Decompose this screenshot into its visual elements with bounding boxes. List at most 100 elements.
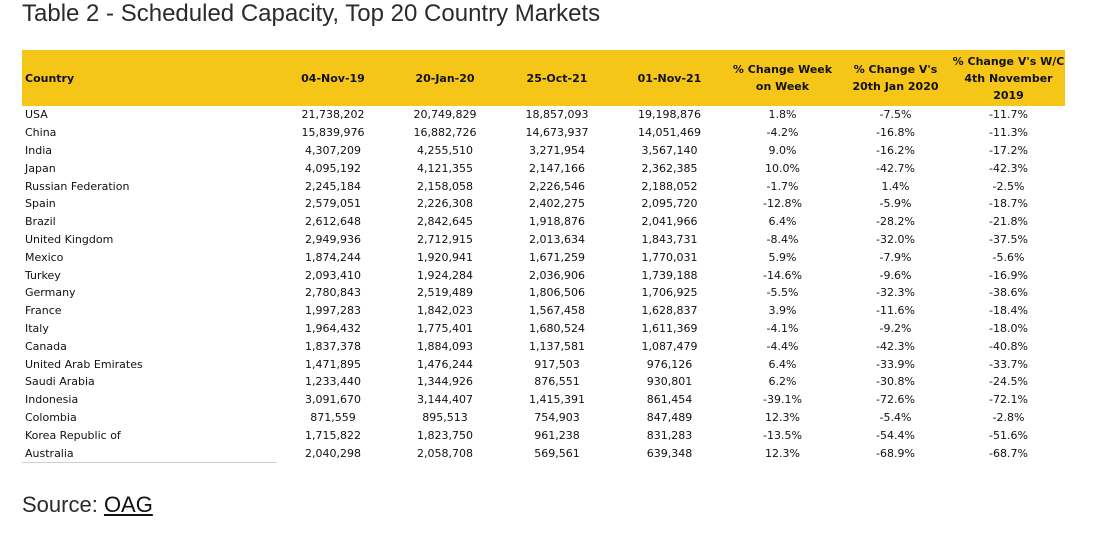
table-row: USA 21,738,202 20,749,829 18,857,093 19,198,… <box>22 106 1065 124</box>
cell-pct-week: 12.3% <box>765 410 800 424</box>
cell-04-nov-19: 2,245,184 <box>305 179 361 193</box>
cell-country: Colombia <box>25 410 77 424</box>
source-note: Source: OAG <box>22 492 153 518</box>
cell-01-nov-21: 2,095,720 <box>641 197 698 211</box>
cell-pct-jan-2020: -7.9% <box>879 250 912 264</box>
cell-pct-week: 6.2% <box>768 375 797 389</box>
cell-01-nov-21: 976,126 <box>646 357 693 371</box>
cell-pct-week: 1.8% <box>768 108 797 122</box>
col-header-20-jan-20: 20-Jan-20 <box>415 71 475 85</box>
cell-pct-week: -12.8% <box>763 197 802 211</box>
table-row: Saudi Arabia 1,233,440 1,344,926 876,551 930… <box>22 373 1065 391</box>
cell-pct-nov-2019: -40.8% <box>989 339 1028 353</box>
cell-25-oct-21: 2,147,166 <box>529 161 585 175</box>
cell-25-oct-21: 569,561 <box>534 446 580 460</box>
cell-20-jan-20: 2,158,058 <box>417 179 473 193</box>
col-header-04-nov-19: 04-Nov-19 <box>301 71 365 85</box>
cell-country: France <box>25 304 62 318</box>
source-label: Source: <box>22 492 104 517</box>
cell-01-nov-21: 2,041,966 <box>641 215 698 229</box>
cell-25-oct-21: 1,671,259 <box>529 250 585 264</box>
table-row: Brazil 2,612,648 2,842,645 1,918,876 2,041,9… <box>22 213 1065 231</box>
col-header-01-nov-21: 01-Nov-21 <box>637 71 702 85</box>
cell-04-nov-19: 1,997,283 <box>305 304 361 318</box>
cell-country: Indonesia <box>25 393 79 407</box>
table-row: France 1,997,283 1,842,023 1,567,458 1,628,8… <box>22 302 1065 320</box>
cell-pct-week: 9.0% <box>768 143 797 157</box>
cell-pct-jan-2020: -5.4% <box>879 410 912 424</box>
cell-pct-jan-2020: -16.8% <box>876 126 915 140</box>
cell-25-oct-21: 2,226,546 <box>529 179 585 193</box>
table-row: Canada 1,837,378 1,884,093 1,137,581 1,087,4… <box>22 337 1065 355</box>
table-row: Colombia 871,559 895,513 754,903 847,489 12.3… <box>22 409 1065 427</box>
cell-25-oct-21: 2,036,906 <box>529 268 585 282</box>
cell-04-nov-19: 1,837,378 <box>305 339 361 353</box>
cell-04-nov-19: 2,040,298 <box>305 446 361 460</box>
cell-country: United Arab Emirates <box>25 357 143 371</box>
table-row: Italy 1,964,432 1,775,401 1,680,524 1,611,36… <box>22 320 1065 338</box>
cell-pct-jan-2020: -54.4% <box>876 428 915 442</box>
cell-pct-jan-2020: -16.2% <box>876 143 915 157</box>
table-row: India 4,307,209 4,255,510 3,271,954 3,567,14… <box>22 142 1065 160</box>
table-row: Korea Republic of 1,715,822 1,823,750 961,2… <box>22 426 1065 444</box>
cell-01-nov-21: 1,770,031 <box>641 250 698 264</box>
cell-01-nov-21: 19,198,876 <box>638 108 701 122</box>
cell-04-nov-19: 2,612,648 <box>305 215 361 229</box>
cell-25-oct-21: 876,551 <box>534 375 580 389</box>
source-link[interactable]: OAG <box>103 492 153 517</box>
cell-pct-jan-2020: -5.9% <box>879 197 912 211</box>
cell-20-jan-20: 1,842,023 <box>417 304 473 318</box>
cell-pct-jan-2020: -42.3% <box>876 339 915 353</box>
cell-country: Brazil <box>25 215 56 229</box>
cell-25-oct-21: 1,567,458 <box>529 304 585 318</box>
table-row: Turkey 2,093,410 1,924,284 2,036,906 1,739,1… <box>22 266 1065 284</box>
cell-04-nov-19: 15,839,976 <box>301 126 365 140</box>
cell-country: Russian Federation <box>25 179 130 193</box>
cell-04-nov-19: 3,091,670 <box>305 393 361 407</box>
cell-pct-week: 6.4% <box>768 215 797 229</box>
cell-pct-jan-2020: -7.5% <box>879 108 912 122</box>
cell-20-jan-20: 4,121,355 <box>417 161 473 175</box>
cell-pct-jan-2020: 1.4% <box>881 179 910 193</box>
cell-04-nov-19: 1,874,244 <box>305 250 361 264</box>
page-title: Table 2 - Scheduled Capacity, Top 20 Cou… <box>22 0 601 27</box>
cell-25-oct-21: 2,013,634 <box>529 232 585 246</box>
cell-country: China <box>25 126 57 140</box>
cell-01-nov-21: 1,628,837 <box>641 304 698 318</box>
cell-country: Korea Republic of <box>25 428 121 442</box>
cell-pct-nov-2019: -5.6% <box>992 250 1025 264</box>
cell-pct-nov-2019: -38.6% <box>989 286 1028 300</box>
cell-25-oct-21: 14,673,937 <box>525 126 589 140</box>
cell-20-jan-20: 1,884,093 <box>417 339 473 353</box>
cell-20-jan-20: 1,924,284 <box>417 268 473 282</box>
cell-pct-nov-2019: -33.7% <box>989 357 1028 371</box>
cell-pct-nov-2019: -2.5% <box>992 179 1025 193</box>
cell-pct-nov-2019: -18.0% <box>989 321 1028 335</box>
cell-01-nov-21: 639,348 <box>646 446 693 460</box>
cell-pct-nov-2019: -24.5% <box>989 375 1028 389</box>
cell-country: Italy <box>25 321 49 335</box>
cell-pct-week: -1.7% <box>766 179 799 193</box>
table-row: China 15,839,976 16,882,726 14,673,937 14,05… <box>22 124 1065 142</box>
cell-25-oct-21: 2,402,275 <box>529 197 585 211</box>
table-row: Australia 2,040,298 2,058,708 569,561 639,34… <box>22 444 1065 463</box>
cell-pct-nov-2019: -51.6% <box>989 428 1028 442</box>
table-row: United Arab Emirates 1,471,895 1,476,244 91… <box>22 355 1065 373</box>
cell-25-oct-21: 1,806,506 <box>529 286 585 300</box>
cell-pct-nov-2019: -17.2% <box>989 143 1028 157</box>
cell-04-nov-19: 2,093,410 <box>305 268 361 282</box>
cell-01-nov-21: 14,051,469 <box>638 126 701 140</box>
col-header-25-oct-21: 25-Oct-21 <box>526 71 588 85</box>
cell-country: Germany <box>25 286 76 300</box>
cell-04-nov-19: 21,738,202 <box>301 108 365 122</box>
cell-pct-week: -13.5% <box>763 428 802 442</box>
cell-pct-jan-2020: -28.2% <box>876 215 915 229</box>
cell-04-nov-19: 1,964,432 <box>305 321 361 335</box>
cell-04-nov-19: 2,949,936 <box>305 232 361 246</box>
cell-01-nov-21: 1,706,925 <box>641 286 698 300</box>
cell-pct-nov-2019: -42.3% <box>989 161 1028 175</box>
cell-04-nov-19: 4,307,209 <box>305 143 361 157</box>
cell-pct-nov-2019: -18.7% <box>989 197 1028 211</box>
capacity-table: Country 04-Nov-19 20-Jan-20 25-Oct-21 01… <box>22 50 1065 463</box>
cell-pct-nov-2019: -18.4% <box>989 304 1028 318</box>
